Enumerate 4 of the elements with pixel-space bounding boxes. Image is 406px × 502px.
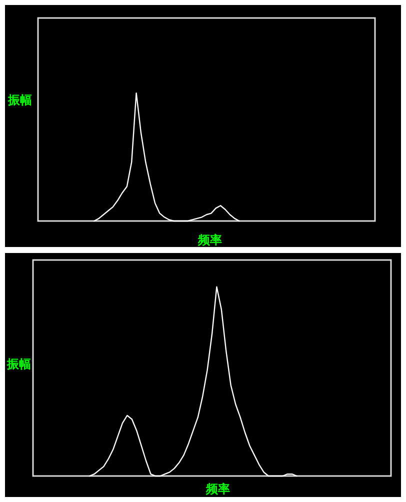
x-axis-title: 频率 bbox=[197, 233, 222, 247]
y-axis-title: 振幅 bbox=[6, 357, 31, 371]
y-axis-title: 振幅 bbox=[7, 93, 32, 107]
x-axis-title: 频率 bbox=[205, 482, 230, 496]
